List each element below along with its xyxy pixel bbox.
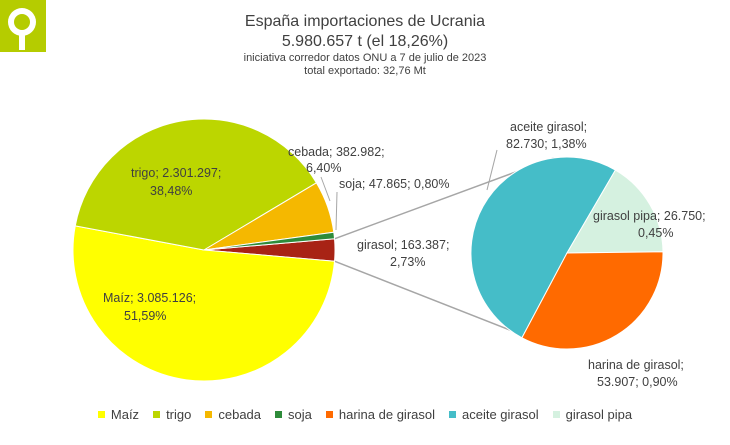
slice-maiz bbox=[72, 225, 336, 382]
slice-harina-de-girasol bbox=[521, 251, 664, 350]
label-harina-de-girasol: harina de girasol; 53.907; 0,90% bbox=[588, 358, 687, 389]
slice-aceite-girasol bbox=[470, 156, 617, 339]
legend-swatch bbox=[552, 411, 560, 418]
label-trigo: trigo; 2.301.297; 38,48% bbox=[131, 166, 225, 198]
slice-soja bbox=[203, 231, 336, 251]
label-cebada: cebada; 382.982; 6,40% bbox=[288, 145, 388, 175]
label-soja: soja; 47.865; 0,80% bbox=[339, 177, 450, 191]
legend-label: harina de girasol bbox=[338, 407, 435, 422]
legend-label: trigo bbox=[166, 407, 192, 422]
legend-label: soja bbox=[288, 407, 312, 422]
chart-subtitle: 5.980.657 t (el 18,26%) bbox=[281, 33, 449, 50]
legend-item-maiz: Maíz bbox=[97, 407, 140, 422]
legend-item-harina-de-girasol: harina de girasol bbox=[325, 407, 435, 422]
legend-label: cebada bbox=[218, 407, 262, 422]
chart-note-source: iniciativa corredor datos ONU a 7 de jul… bbox=[243, 52, 487, 64]
slice-trigo bbox=[74, 118, 318, 251]
chart-title: España importaciones de Ucrania bbox=[244, 13, 486, 30]
legend-swatch bbox=[275, 411, 283, 418]
chart-titles: España importaciones de Ucrania 5.980.65… bbox=[0, 12, 730, 78]
legend-swatch bbox=[97, 411, 105, 418]
legend-item-aceite-girasol: aceite girasol bbox=[449, 407, 539, 422]
legend-label: girasol pipa bbox=[565, 407, 633, 422]
label-girasol: girasol; 163.387; 2,73% bbox=[357, 238, 453, 269]
legend-item-cebada: cebada bbox=[205, 407, 261, 422]
label-maiz: Maíz; 3.085.126; 51,59% bbox=[103, 291, 200, 323]
leader-line-soja bbox=[335, 191, 338, 231]
slice-girasol-pipa bbox=[566, 169, 664, 254]
legend-swatch bbox=[153, 411, 161, 418]
leader-line-cebada bbox=[320, 176, 331, 202]
legend-swatch bbox=[449, 411, 456, 418]
chart-legend: Maíz trigo cebada soja harina de girasol… bbox=[0, 407, 730, 422]
legend-item-trigo: trigo bbox=[153, 407, 191, 422]
leader-line-aceite-girasol bbox=[486, 149, 498, 191]
legend-label: aceite girasol bbox=[462, 407, 539, 422]
legend-item-soja: soja bbox=[275, 407, 312, 422]
label-aceite-girasol: aceite girasol; 82.730; 1,38% bbox=[506, 120, 591, 151]
main-pie bbox=[72, 118, 336, 382]
logo-icon bbox=[0, 0, 46, 52]
secondary-pie bbox=[470, 156, 664, 350]
legend-item-girasol-pipa: girasol pipa bbox=[552, 407, 633, 422]
legend-swatch bbox=[205, 411, 213, 418]
chart-note-total: total exportado: 32,76 Mt bbox=[304, 65, 426, 77]
legend-label: Maíz bbox=[110, 407, 140, 422]
legend-swatch bbox=[325, 411, 333, 418]
label-girasol-pipa: girasol pipa; 26.750; 0,45% bbox=[593, 209, 709, 240]
